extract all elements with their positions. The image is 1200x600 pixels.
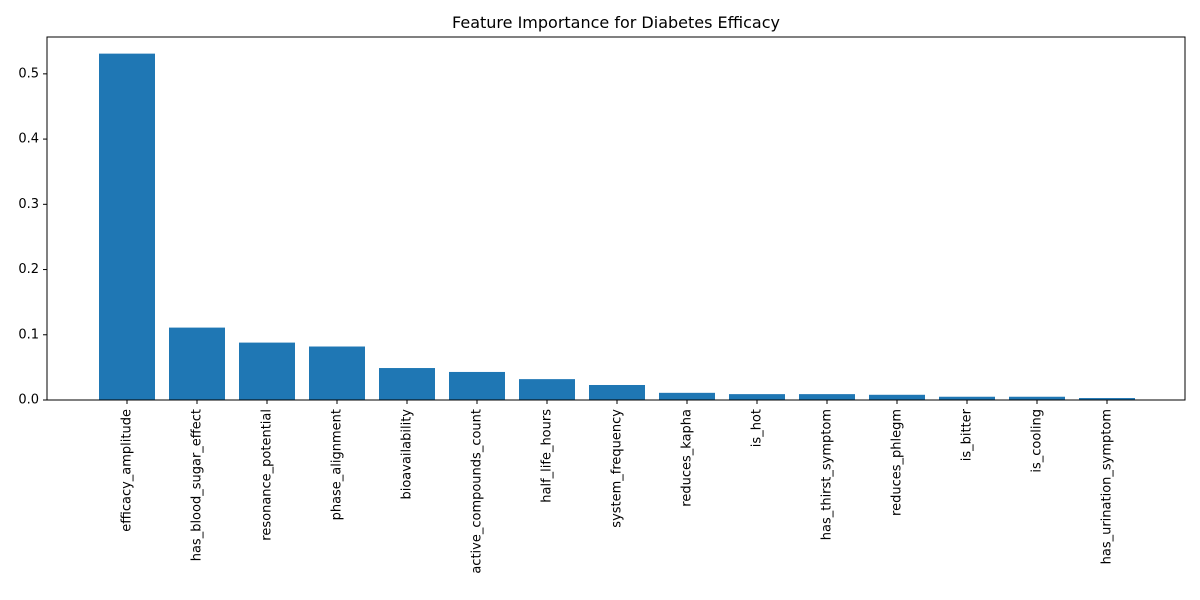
bar-reduces_kapha	[659, 392, 715, 400]
chart-title: Feature Importance for Diabetes Efficacy	[452, 13, 780, 32]
bar-phase_alignment	[309, 346, 365, 400]
y-tick-label: 0.5	[18, 66, 39, 81]
bar-is_bitter	[939, 396, 995, 400]
x-tick-label: has_thirst_symptom	[820, 409, 835, 540]
y-tick-label: 0.1	[18, 327, 39, 342]
bar-has_thirst_symptom	[799, 394, 855, 400]
x-tick-label: is_hot	[750, 409, 765, 447]
x-tick-label: has_urination_symptom	[1100, 409, 1115, 564]
plot-frame	[46, 36, 1186, 401]
x-tick-label: is_bitter	[960, 408, 975, 461]
y-axis: 0.0 0.1 0.2 0.3 0.4 0.5	[18, 66, 47, 408]
x-tick-label: half_life_hours	[540, 409, 555, 503]
bar-reduces_phlegm	[869, 394, 925, 400]
x-tick-label: is_cooling	[1030, 409, 1045, 473]
x-tick-label: phase_alignment	[330, 409, 345, 520]
y-tick-label: 0.2	[18, 262, 39, 277]
x-tick-label: resonance_potential	[260, 409, 275, 541]
bar-system_frequency	[589, 384, 645, 400]
bar-bioavailability	[379, 368, 435, 400]
x-tick-label: active_compounds_count	[470, 409, 485, 574]
bar-is_cooling	[1009, 396, 1065, 400]
x-tick-label: has_blood_sugar_effect	[190, 409, 205, 561]
x-axis: efficacy_amplitude has_blood_sugar_effect…	[120, 400, 1115, 574]
bar-efficacy_amplitude	[99, 53, 155, 400]
bar-half_life_hours	[519, 379, 575, 400]
bar-resonance_potential	[239, 342, 295, 400]
y-tick-label: 0.0	[18, 393, 39, 408]
y-tick-label: 0.3	[18, 197, 39, 212]
x-tick-label: system_frequency	[610, 409, 625, 528]
x-tick-label: bioavailability	[400, 409, 415, 500]
x-tick-label: reduces_phlegm	[890, 409, 905, 516]
x-tick-label: reduces_kapha	[680, 409, 695, 507]
x-tick-label: efficacy_amplitude	[120, 409, 135, 532]
bar-has_blood_sugar_effect	[169, 327, 225, 400]
bar-active_compounds_count	[449, 371, 505, 400]
y-tick-label: 0.4	[18, 132, 39, 147]
bar-has_urination_symptom	[1079, 398, 1135, 400]
bar-is_hot	[729, 394, 785, 400]
bars-group	[99, 53, 1135, 400]
